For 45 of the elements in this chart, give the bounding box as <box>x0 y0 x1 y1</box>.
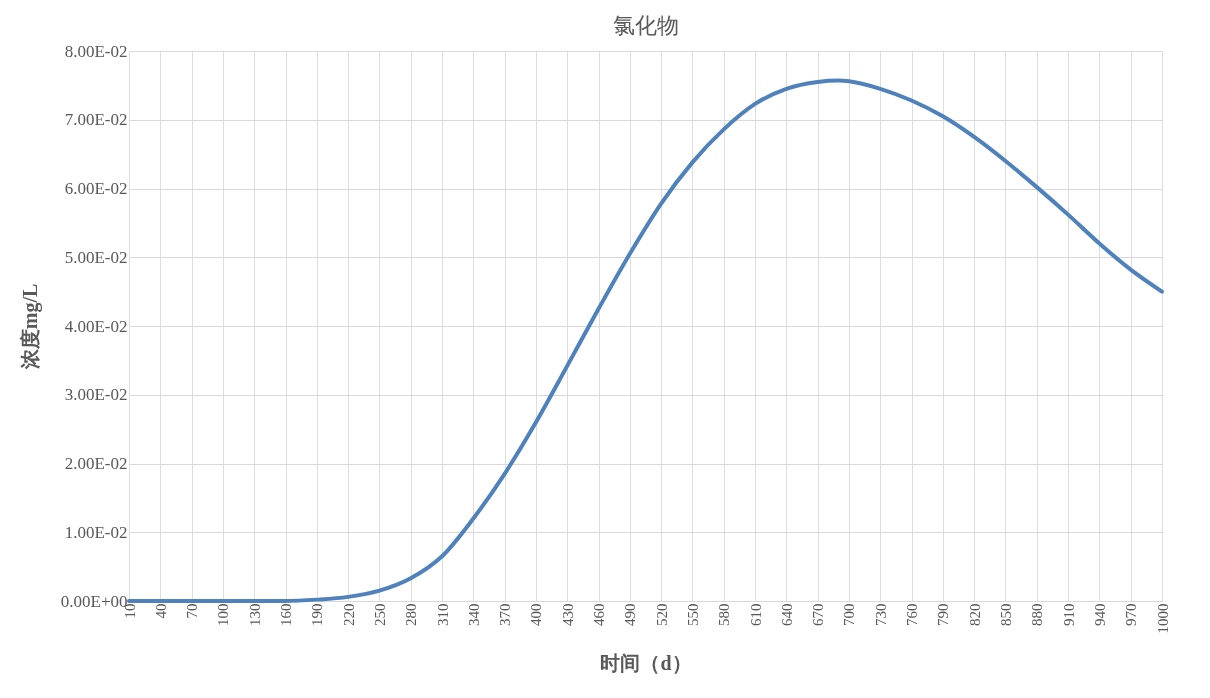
line-series <box>127 78 1164 603</box>
x-tick-label: 610 <box>747 603 764 626</box>
y-tick-label: 8.00E-02 <box>64 41 128 61</box>
x-tick-label: 430 <box>559 603 576 626</box>
x-tick-label: 820 <box>966 603 983 626</box>
x-tick-label: 730 <box>872 603 889 626</box>
x-tick-label: 1000 <box>1154 603 1171 634</box>
x-tick-label: 400 <box>528 603 545 626</box>
x-tick-label: 940 <box>1091 603 1108 626</box>
y-tick-label: 3.00E-02 <box>64 385 128 405</box>
y-tick-label: 7.00E-02 <box>64 110 128 130</box>
x-tick-label: 130 <box>246 603 263 626</box>
x-tick-label: 880 <box>1029 603 1046 626</box>
x-tick-label: 520 <box>653 603 670 626</box>
chart-title: 氯化物 <box>612 13 679 38</box>
x-tick-label: 160 <box>278 603 295 626</box>
x-tick-label: 670 <box>810 603 827 626</box>
x-tick-label: 370 <box>497 603 514 626</box>
x-tick-label: 190 <box>309 603 326 626</box>
y-tick-label: 2.00E-02 <box>64 454 128 473</box>
y-axis-title: 浓度mg/L <box>18 283 42 371</box>
x-tick-label: 640 <box>778 603 795 626</box>
x-tick-label: 70 <box>184 603 201 619</box>
x-tick-label: 580 <box>716 603 733 626</box>
x-tick-label: 490 <box>622 603 639 626</box>
x-tick-label: 550 <box>684 603 701 626</box>
x-tick-label: 250 <box>371 603 388 626</box>
x-tick-label: 40 <box>152 603 169 619</box>
x-tick-label: 790 <box>935 603 952 626</box>
x-tick-label: 100 <box>215 603 232 626</box>
y-tick-label: 5.00E-02 <box>64 247 128 267</box>
x-tick-label: 220 <box>340 603 357 626</box>
x-tick-label: 760 <box>904 603 921 626</box>
x-tick-label: 340 <box>465 603 482 626</box>
y-tick-label: 6.00E-02 <box>64 179 128 198</box>
x-tick-label: 700 <box>841 603 858 626</box>
y-tick-label: 1.00E-02 <box>64 522 128 542</box>
x-tick-label: 850 <box>997 603 1014 626</box>
x-tick-label: 910 <box>1060 603 1077 626</box>
x-tick-label: 460 <box>591 603 608 626</box>
x-tick-label: 280 <box>403 603 420 626</box>
y-tick-label: 4.00E-02 <box>64 316 128 336</box>
x-tick-label: 310 <box>434 603 451 626</box>
x-tick-label: 970 <box>1123 603 1140 626</box>
x-axis-title: 时间（d） <box>600 651 692 674</box>
